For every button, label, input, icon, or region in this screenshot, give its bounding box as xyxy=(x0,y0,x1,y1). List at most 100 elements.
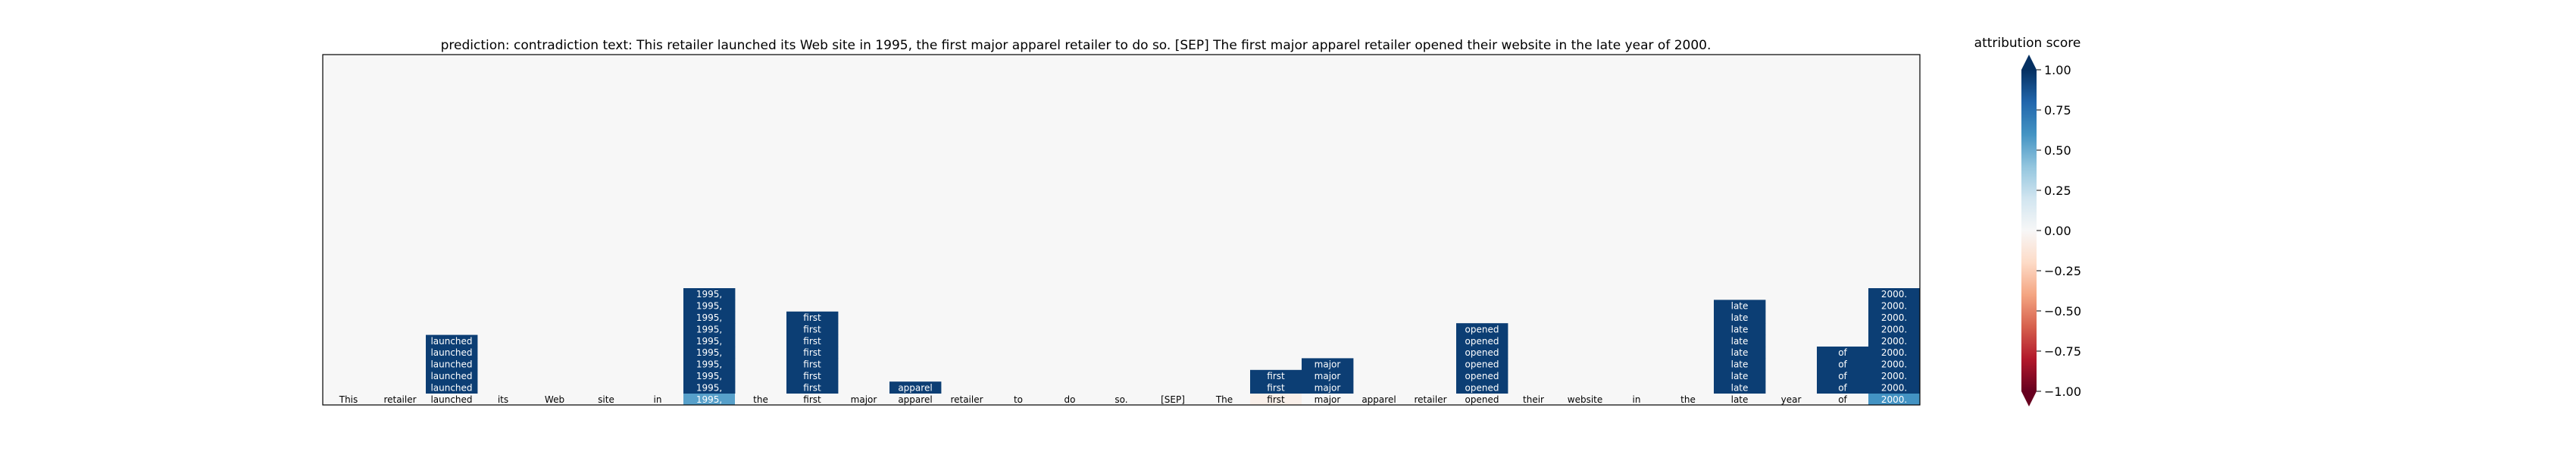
plot-frame xyxy=(322,54,1921,406)
colorbar-tick-label: −0.25 xyxy=(2044,264,2081,278)
token-14-cell xyxy=(1044,393,1096,406)
token-10-label: major xyxy=(851,394,877,405)
stack-30-2-label: 2000. xyxy=(1881,312,1907,323)
stack-9-1-cell xyxy=(786,323,839,335)
token-20-cell xyxy=(1353,393,1405,406)
token-19-label: major xyxy=(1315,394,1341,405)
stack-9-6-label: first xyxy=(803,382,821,393)
heatmap-cells xyxy=(323,288,1921,406)
token-29-label: of xyxy=(1838,394,1847,405)
colorbar-extend-max xyxy=(2021,55,2037,70)
stack-2-4-label: launched xyxy=(430,382,472,393)
token-12-label: retailer xyxy=(950,394,983,405)
token-24-cell xyxy=(1559,393,1612,406)
token-2-label: launched xyxy=(430,394,472,405)
stack-7-4-label: 1995, xyxy=(696,336,722,347)
stack-22-0-cell xyxy=(1456,323,1508,335)
stack-2-2-label: launched xyxy=(430,359,472,370)
stack-30-6-label: 2000. xyxy=(1881,359,1907,370)
token-14-label: do xyxy=(1064,394,1076,405)
token-20-label: apparel xyxy=(1361,394,1396,405)
stack-7-4-cell xyxy=(683,334,736,347)
stack-19-1-cell xyxy=(1302,369,1354,382)
stack-22-2-cell xyxy=(1456,347,1508,359)
stack-30-0-cell xyxy=(1868,288,1921,300)
stack-22-4-cell xyxy=(1456,369,1508,382)
stack-7-2-label: 1995, xyxy=(696,312,722,323)
colorbar-gradient xyxy=(2021,70,2037,391)
stack-7-3-cell xyxy=(683,323,736,335)
stack-9-5-label: first xyxy=(803,371,821,381)
stack-30-8-label: 2000. xyxy=(1881,382,1907,393)
token-21-label: retailer xyxy=(1414,394,1446,405)
token-6-label: in xyxy=(654,394,662,405)
stack-30-5-cell xyxy=(1868,347,1921,359)
stack-19-0-label: major xyxy=(1315,359,1341,370)
stack-30-6-cell xyxy=(1868,358,1921,371)
token-11-label: apparel xyxy=(898,394,932,405)
stack-9-6-cell xyxy=(786,381,839,394)
stack-19-0-cell xyxy=(1302,358,1354,371)
stack-29-2-label: of xyxy=(1838,371,1847,381)
stack-30-3-label: 2000. xyxy=(1881,324,1907,334)
stack-30-5-label: 2000. xyxy=(1881,347,1907,358)
stack-7-2-cell xyxy=(683,311,736,324)
stack-9-4-label: first xyxy=(803,359,821,370)
stack-27-6-cell xyxy=(1714,369,1766,382)
token-4-cell xyxy=(529,393,581,406)
stack-27-5-cell xyxy=(1714,358,1766,371)
stack-27-5-label: late xyxy=(1731,359,1749,370)
colorbar-extend-min xyxy=(2021,391,2037,406)
stack-27-4-label: late xyxy=(1731,347,1749,358)
colorbar-tick-label: −0.50 xyxy=(2044,304,2081,318)
stack-30-2-cell xyxy=(1868,311,1921,324)
stack-19-2-label: major xyxy=(1315,382,1341,393)
stack-9-0-label: first xyxy=(803,312,821,323)
token-0-cell xyxy=(323,393,375,406)
stack-2-4-cell xyxy=(426,381,478,394)
stack-22-4-label: opened xyxy=(1465,371,1499,381)
stack-22-0-label: opened xyxy=(1465,324,1499,334)
stack-29-0-cell xyxy=(1817,347,1869,359)
token-23-cell xyxy=(1508,393,1560,406)
stack-30-4-cell xyxy=(1868,334,1921,347)
stack-9-2-label: first xyxy=(803,336,821,347)
token-17-label: The xyxy=(1215,394,1233,405)
stack-27-1-cell xyxy=(1714,311,1766,324)
stack-30-1-label: 2000. xyxy=(1881,301,1907,312)
token-12-cell xyxy=(941,393,993,406)
stack-22-1-label: opened xyxy=(1465,336,1499,347)
stack-18-0-label: first xyxy=(1267,371,1285,381)
token-15-label: so. xyxy=(1114,394,1127,405)
token-13-label: to xyxy=(1014,394,1023,405)
token-28-cell xyxy=(1765,393,1818,406)
stack-11-0-cell xyxy=(889,381,942,394)
token-26-label: the xyxy=(1680,394,1696,405)
stack-11-0-label: apparel xyxy=(898,382,932,393)
colorbar-tick-label: 1.00 xyxy=(2044,63,2071,77)
token-30-cell xyxy=(1868,393,1921,406)
token-21-cell xyxy=(1405,393,1457,406)
token-19-cell xyxy=(1302,393,1354,406)
token-2-cell xyxy=(426,393,478,406)
token-17-cell xyxy=(1199,393,1251,406)
stack-30-0-label: 2000. xyxy=(1881,289,1907,300)
stack-19-2-cell xyxy=(1302,381,1354,394)
token-23-label: their xyxy=(1523,394,1544,405)
stack-7-5-cell xyxy=(683,347,736,359)
token-7-cell xyxy=(683,393,736,406)
colorbar-tick-label: 0.00 xyxy=(2044,224,2071,238)
token-9-label: first xyxy=(803,394,821,405)
token-29-cell xyxy=(1817,393,1869,406)
stack-7-3-label: 1995, xyxy=(696,324,722,334)
heatmap: This retailer launched its Web site in 1995, the… xyxy=(322,54,1921,406)
stack-18-1-cell xyxy=(1250,381,1302,394)
token-27-cell xyxy=(1714,393,1766,406)
token-1-label: retailer xyxy=(383,394,416,405)
token-25-cell xyxy=(1611,393,1663,406)
stack-22-3-cell xyxy=(1456,358,1508,371)
token-0-label: This xyxy=(339,394,358,405)
token-24-label: website xyxy=(1568,394,1603,405)
stack-7-6-label: 1995, xyxy=(696,359,722,370)
stack-18-0-cell xyxy=(1250,369,1302,382)
